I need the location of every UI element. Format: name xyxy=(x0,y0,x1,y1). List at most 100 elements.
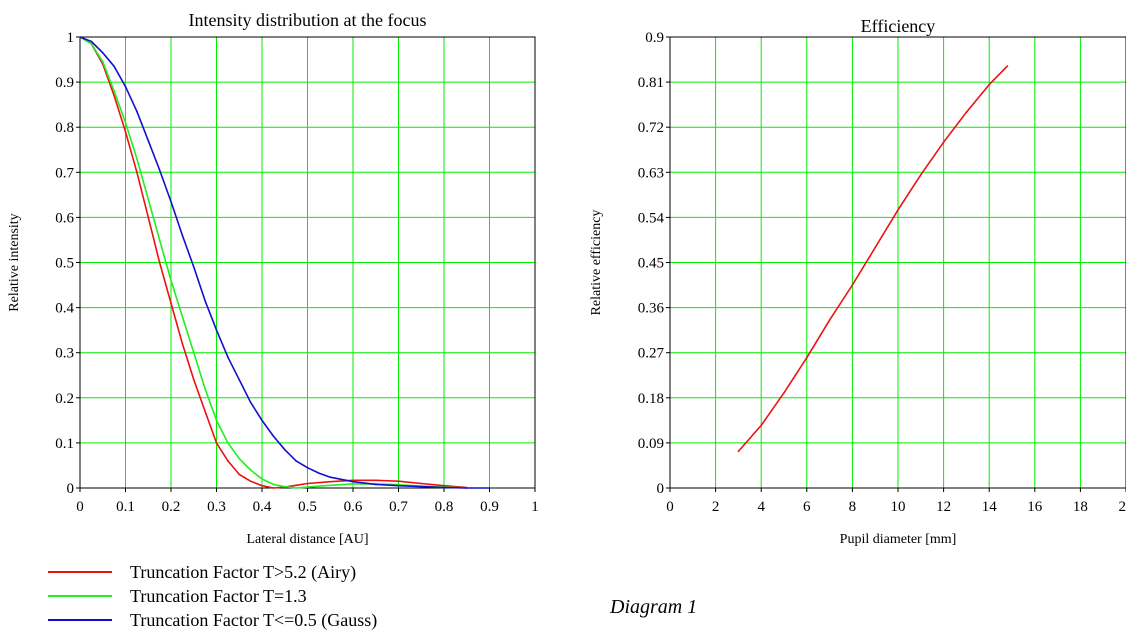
chart2-series-1-point xyxy=(965,111,968,113)
legend: Truncation Factor T>5.2 (Airy) Truncatio… xyxy=(48,560,377,632)
chart2-x-tick-label: 8 xyxy=(849,499,857,515)
chart1-series-3-point xyxy=(329,476,332,478)
chart1-series-2-point xyxy=(329,484,332,487)
chart1-series-3-point xyxy=(215,329,218,331)
legend-item-gauss: Truncation Factor T<=0.5 (Gauss) xyxy=(48,608,377,632)
chart1-x-tick-label: 0.6 xyxy=(344,499,363,515)
chart1-series-1-point xyxy=(443,484,445,487)
chart1-series-3-point xyxy=(204,300,206,302)
chart1-series-1-point xyxy=(397,480,400,483)
chart2-y-tick-label: 0.63 xyxy=(638,165,664,181)
chart1-x-tick-label: 0.8 xyxy=(435,499,454,515)
chart2-series-1-point xyxy=(874,246,876,249)
chart1-series-3-point xyxy=(352,480,354,483)
chart2-y-tick-label: 0.36 xyxy=(638,301,665,317)
legend-label-airy: Truncation Factor T>5.2 (Airy) xyxy=(130,561,357,582)
chart1-series-3-point xyxy=(318,472,320,474)
chart1-series-line-2 xyxy=(79,36,467,489)
chart1-series-2-point xyxy=(101,61,104,63)
diagram-caption: Diagram 1 xyxy=(610,596,698,618)
chart1-x-tick-label: 0.2 xyxy=(162,499,181,515)
chart1-x-tick-label: 0.3 xyxy=(207,499,226,515)
chart2-series-1-point xyxy=(783,391,785,394)
chart1-y-tick-label: 0.4 xyxy=(55,301,74,317)
chart1-series-line-1 xyxy=(79,36,467,489)
chart1-series-3-point xyxy=(136,110,138,113)
chart1-series-3-point xyxy=(113,65,115,68)
chart2-y-tick-label: 0.27 xyxy=(638,346,665,362)
chart2-y-tick-label: 0.45 xyxy=(638,256,664,272)
legend-label-t13: Truncation Factor T=1.3 xyxy=(130,585,307,606)
chart1-series-1-point xyxy=(147,216,150,219)
chart1-series-2-point xyxy=(261,478,263,480)
chart1-series-1-point xyxy=(204,410,206,413)
chart1-series-1-point xyxy=(261,484,263,487)
chart2-y-tick-label: 0.09 xyxy=(638,436,664,452)
chart1-x-tick-label: 0.9 xyxy=(480,499,499,515)
chart1-series-3-point xyxy=(420,485,423,488)
chart1-series-2-point xyxy=(306,486,309,488)
chart1-series-3-point xyxy=(443,486,445,489)
chart1-y-tick-label: 0.8 xyxy=(55,120,74,136)
chart1-series-1-point xyxy=(215,442,218,444)
chart1-series-1-point xyxy=(181,342,184,345)
chart2-series-1-point xyxy=(942,141,945,144)
chart1-x-tick-label: 0 xyxy=(76,499,84,515)
chart1-series-3-point xyxy=(249,401,252,404)
chart1-x-tick-label: 0.7 xyxy=(389,499,408,515)
chart2-x-tick-label: 2 xyxy=(712,499,720,515)
chart2-series-1-point xyxy=(988,83,990,86)
chart1-y-tick-label: 0.2 xyxy=(55,391,74,407)
chart1-series-1-point xyxy=(136,171,138,174)
legend-swatch-gauss xyxy=(48,619,112,621)
chart1-y-tick-label: 0.5 xyxy=(55,256,74,272)
chart1-x-axis-label: Lateral distance [AU] xyxy=(246,532,368,547)
chart2-series-line-1 xyxy=(737,65,1008,452)
chart1-series-3-point xyxy=(90,40,93,43)
chart1-series-3-point xyxy=(465,487,468,489)
chart1-series-3-point xyxy=(488,487,491,489)
chart1-series-3-point xyxy=(238,378,241,381)
chart1-series-1-point xyxy=(227,460,229,462)
chart2-x-tick-label: 12 xyxy=(936,499,951,515)
chart1-series-3-point xyxy=(374,483,377,486)
charts-svg: 0 0.1 0.2 0.3 0.4 0.5 0.6 0.7 0.8 0.9 100.10.20.30… xyxy=(7,10,1126,547)
chart1-series-2-point xyxy=(90,42,93,45)
chart1-y-tick-label: 0.7 xyxy=(55,165,74,181)
chart1-series-3-point xyxy=(170,200,172,203)
chart2-title: Efficiency xyxy=(861,16,936,36)
chart1-y-tick-label: 0.9 xyxy=(55,75,74,91)
chart2-y-tick-label: 0.18 xyxy=(638,391,664,407)
chart1-series-2-point xyxy=(272,483,275,486)
chart2-series-1-point xyxy=(897,209,899,211)
chart2-x-tick-label: 0 xyxy=(666,499,674,515)
chart1-series-3-point xyxy=(227,356,229,359)
chart1-series-2-point xyxy=(158,239,161,241)
chart2-series-1-point xyxy=(737,450,740,453)
chart1-series-1-point xyxy=(329,480,332,483)
chart1-y-tick-label: 0.6 xyxy=(55,210,74,226)
legend-swatch-airy xyxy=(48,571,112,573)
chart1-series-3-point xyxy=(79,36,81,38)
chart1-series-2-point xyxy=(215,419,218,422)
chart2-x-tick-label: 18 xyxy=(1073,499,1088,515)
chart1-series-3-point xyxy=(181,234,184,237)
chart1-series-2-point xyxy=(249,469,252,471)
chart1-y-tick-label: 1 xyxy=(67,30,75,46)
chart1-series-line-3 xyxy=(79,36,490,489)
chart1-series-2-point xyxy=(181,315,184,318)
chart1-series-1-point xyxy=(295,484,297,487)
chart1-series-2-point xyxy=(238,457,241,460)
chart1-series-2-point xyxy=(170,279,172,282)
chart1-series-1-point xyxy=(352,479,354,482)
chart2-series-1-point xyxy=(851,284,854,286)
chart2-y-tick-label: 0.54 xyxy=(638,210,665,226)
chart1-title: Intensity distribution at the focus xyxy=(189,10,427,30)
legend-swatch-t13 xyxy=(48,595,112,597)
chart2-y-tick-label: 0.81 xyxy=(638,75,664,91)
chart1-series-1-point xyxy=(124,130,127,133)
chart1-x-tick-label: 0.4 xyxy=(253,499,272,515)
chart1-series-3-point xyxy=(124,85,127,88)
chart1-series-3-point xyxy=(272,435,275,437)
